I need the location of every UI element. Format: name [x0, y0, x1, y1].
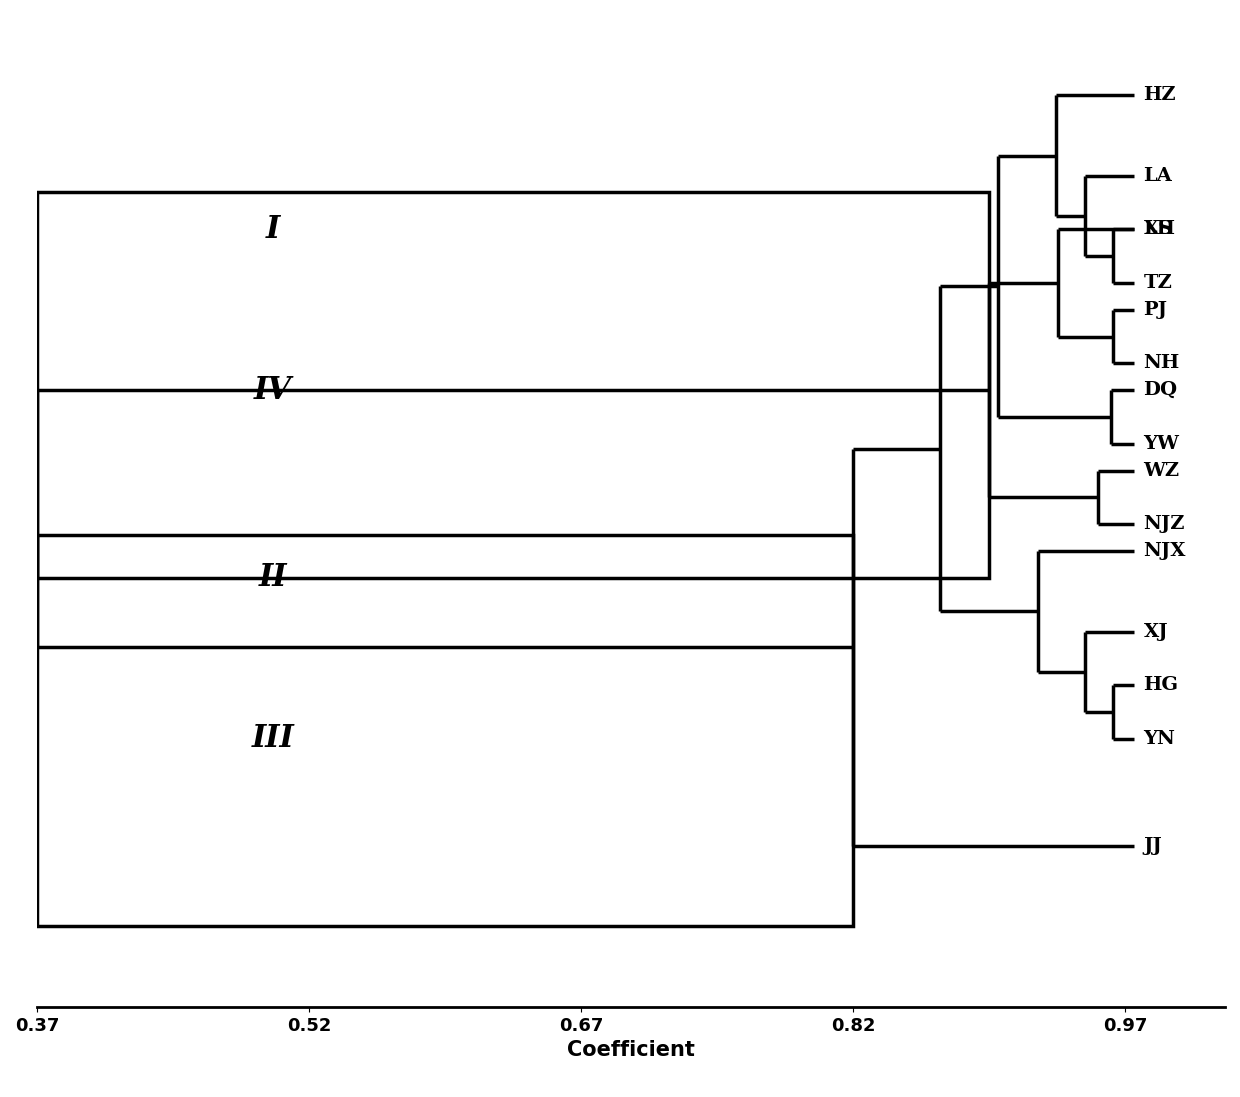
Text: IV: IV [254, 375, 291, 406]
Text: LH: LH [1143, 220, 1176, 238]
Text: II: II [259, 563, 288, 593]
Text: HZ: HZ [1143, 87, 1176, 104]
Text: HG: HG [1143, 676, 1178, 694]
Text: DQ: DQ [1143, 382, 1178, 399]
Text: YW: YW [1143, 434, 1179, 453]
Text: JJ: JJ [1143, 837, 1162, 855]
Text: XJ: XJ [1143, 622, 1168, 641]
Text: PJ: PJ [1143, 301, 1167, 319]
Text: NJX: NJX [1143, 542, 1185, 561]
X-axis label: Coefficient: Coefficient [567, 1040, 696, 1060]
Bar [37, 535, 853, 926]
Text: XS: XS [1143, 220, 1173, 238]
Text: LA: LA [1143, 167, 1172, 184]
Text: I: I [265, 214, 280, 245]
Text: NJZ: NJZ [1143, 516, 1185, 533]
Text: TZ: TZ [1143, 274, 1172, 292]
Text: III: III [252, 723, 294, 755]
Text: YN: YN [1143, 730, 1176, 748]
Text: NH: NH [1143, 354, 1179, 373]
Text: WZ: WZ [1143, 462, 1179, 479]
Bar [37, 192, 990, 578]
